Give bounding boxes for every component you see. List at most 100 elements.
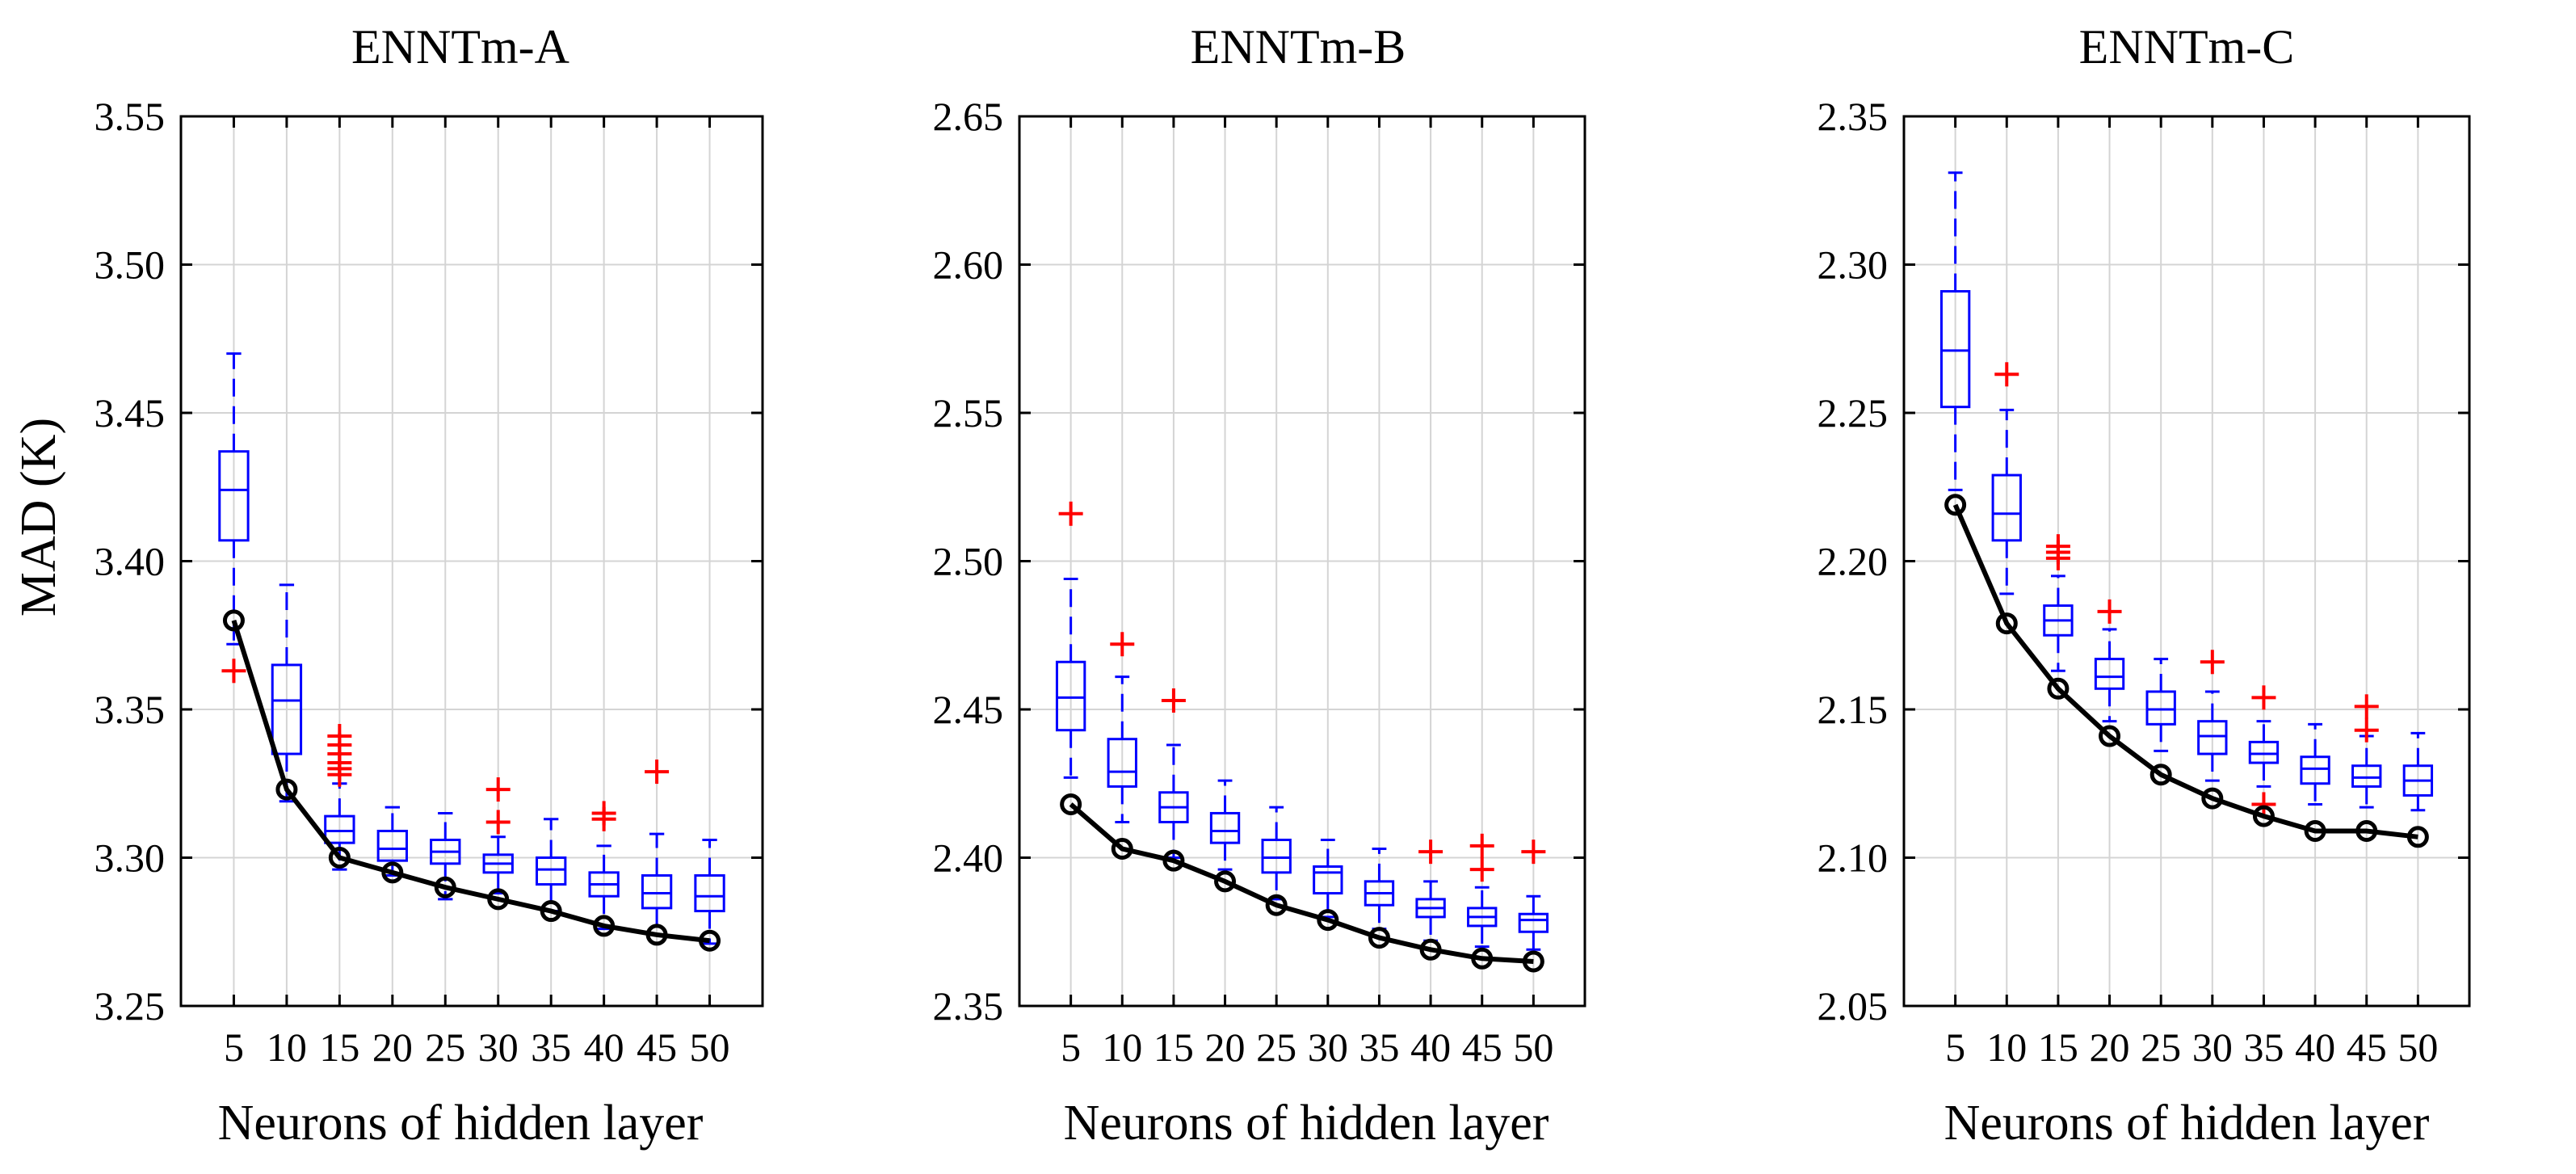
outlier-marker	[1058, 501, 1083, 526]
iqr-box	[218, 450, 250, 542]
outlier-marker	[1469, 833, 1494, 858]
min-trend-point	[1111, 837, 1133, 860]
outlier-marker	[2200, 650, 2225, 675]
min-trend-point	[1368, 927, 1390, 949]
min-trend-line	[231, 620, 710, 944]
panel-enntm-b: ENNTm-B Neurons of hidden layer 2.35 2.40…	[933, 20, 1586, 1151]
iqr-box	[536, 856, 567, 886]
y-tick-label: 2.50	[933, 539, 1004, 584]
outlier-marker	[1469, 857, 1494, 882]
plot-area: 2.05 2.10 2.15 2.20 2.25 2.30 2.35 5 10 15 20 25 30 3…	[1817, 94, 2471, 1070]
outlier-marker	[485, 777, 511, 802]
y-tick-label: 2.20	[1817, 539, 1889, 584]
x-tick-label: 40	[1410, 1025, 1451, 1070]
min-trend-point	[1419, 938, 1442, 961]
box-15	[2043, 534, 2074, 672]
x-tick-label: 10	[1102, 1025, 1142, 1070]
iqr-box	[694, 874, 725, 913]
iqr-box	[324, 814, 355, 844]
min-trend-point	[275, 778, 298, 801]
outlier-marker	[2097, 599, 2122, 624]
y-tick-label: 3.40	[95, 539, 166, 584]
outlier-marker	[485, 810, 511, 835]
min-trend-point	[2304, 819, 2326, 842]
x-tick-label: 40	[584, 1025, 624, 1070]
iqr-box	[641, 874, 673, 910]
box-30	[1313, 838, 1343, 919]
box-10	[1107, 632, 1137, 823]
panel-enntm-a: ENNTm-A MAD (K) Neurons of hidden layer …	[11, 20, 764, 1151]
x-tick-label: 15	[319, 1025, 359, 1070]
box-45	[2351, 694, 2382, 809]
outlier-marker	[1418, 839, 1443, 865]
y-tick-label: 3.55	[95, 94, 166, 139]
box-40	[588, 801, 620, 931]
min-trend-point	[381, 861, 404, 884]
box-35	[2248, 685, 2280, 817]
min-trend-point	[2406, 826, 2429, 848]
axes-frame	[1902, 115, 2471, 1008]
min-trend-point	[2355, 819, 2378, 842]
box-25	[2145, 658, 2176, 752]
outlier-marker	[2251, 685, 2276, 710]
x-tick-label: 35	[2243, 1025, 2284, 1070]
x-tick-label: 45	[2347, 1025, 2387, 1070]
chart-title: ENNTm-B	[1191, 20, 1406, 74]
x-tick-label: 50	[2397, 1025, 2438, 1070]
y-tick-label: 2.65	[933, 94, 1004, 139]
outlier-marker	[1521, 839, 1546, 865]
y-tick-label: 2.60	[933, 242, 1004, 288]
box-50	[694, 838, 725, 945]
box-5	[218, 352, 250, 684]
x-tick-label: 10	[267, 1025, 307, 1070]
iqr-box	[2197, 720, 2228, 755]
outlier-marker	[327, 724, 352, 749]
axes-frame	[1018, 115, 1586, 1008]
y-tick-label: 3.35	[95, 687, 166, 732]
y-tick-label: 2.25	[1817, 390, 1889, 436]
x-axis-label: Neurons of hidden layer	[1064, 1096, 1549, 1151]
min-trend-point	[328, 847, 351, 869]
min-trend-point	[222, 609, 245, 632]
box-30	[2197, 650, 2228, 782]
outlier-marker	[591, 801, 616, 826]
y-tick-label: 2.40	[933, 835, 1004, 881]
x-tick-label: 20	[372, 1025, 413, 1070]
x-axis-label: Neurons of hidden layer	[218, 1096, 704, 1151]
plot-area: 2.35 2.40 2.45 2.50 2.55 2.60 2.65 5 10 15 20 25 30 3…	[933, 94, 1586, 1070]
outlier-marker	[1161, 688, 1186, 713]
min-trend-line	[1952, 503, 2418, 839]
min-trend-point	[2149, 764, 2172, 786]
min-trend-point	[1214, 870, 1237, 893]
min-trend-point	[1060, 793, 1082, 815]
iqr-box	[2248, 740, 2280, 764]
min-trend-point	[2099, 725, 2121, 747]
x-tick-label: 45	[1462, 1025, 1502, 1070]
x-tick-label: 30	[478, 1025, 519, 1070]
min-trend-point	[1162, 849, 1185, 872]
box-25	[430, 811, 461, 901]
iqr-box	[1518, 912, 1549, 933]
iqr-box	[2094, 658, 2125, 690]
min-trend-point	[699, 929, 721, 952]
x-tick-label: 40	[2295, 1025, 2335, 1070]
iqr-box	[1107, 738, 1137, 788]
x-tick-label: 30	[1308, 1025, 1348, 1070]
y-tick-label: 2.10	[1817, 835, 1889, 881]
x-tick-label: 20	[1205, 1025, 1246, 1070]
x-tick-label: 25	[425, 1025, 465, 1070]
y-tick-label: 2.15	[1817, 687, 1889, 732]
y-axis-label: MAD (K)	[11, 418, 66, 616]
y-tick-label: 2.45	[933, 687, 1004, 732]
x-tick-label: 5	[1061, 1025, 1081, 1070]
outlier-marker	[2354, 694, 2379, 719]
min-trend-point	[434, 876, 456, 898]
x-tick-label: 15	[1154, 1025, 1194, 1070]
x-axis-label: Neurons of hidden layer	[1944, 1096, 2430, 1151]
min-trend-point	[645, 924, 668, 946]
min-trend-point	[1265, 894, 1288, 916]
panel-enntm-c: ENNTm-C Neurons of hidden layer 2.05 2.10…	[1817, 20, 2471, 1151]
x-tick-label: 35	[1359, 1025, 1399, 1070]
iqr-box	[376, 829, 408, 862]
x-tick-label: 35	[531, 1025, 571, 1070]
